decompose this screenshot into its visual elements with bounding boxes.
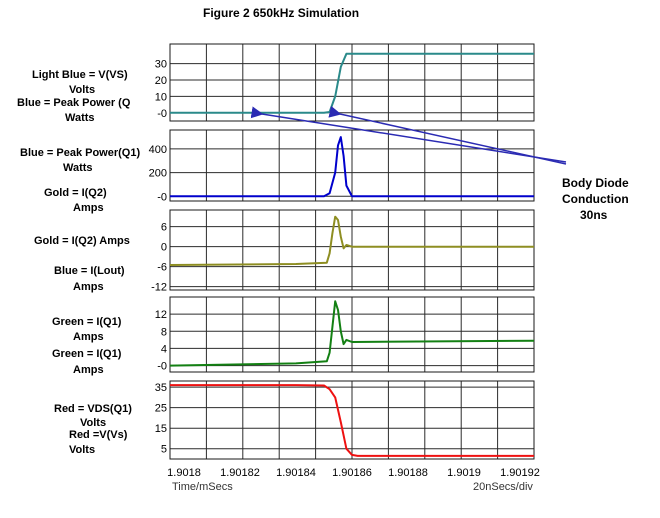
y-tick-label: -0 (157, 361, 167, 373)
label-peak-power-q1: Blue = Peak Power(Q1) (20, 147, 141, 159)
label-peak-power-partial: Blue = Peak Power (Q (17, 97, 131, 109)
label-vvs-unit: Volts (69, 84, 96, 96)
series-line-v-vs- (170, 52, 534, 114)
series-line-peak-power-q1- (170, 136, 534, 198)
chart-panel-5: 5 15 25 35 1.9018 1.90182 1.90184 1.90186 1.9018… (155, 380, 540, 479)
chart-panel-4: -0 4 8 12 (155, 296, 535, 373)
chart-panel-2: -0 200 400 (149, 129, 535, 203)
y-tick-label: 5 (161, 444, 167, 456)
y-tick-label: 12 (155, 309, 167, 321)
y-tick-label: 15 (155, 423, 167, 435)
y-tick-label: 8 (161, 326, 167, 338)
plot-frame (169, 380, 535, 460)
y-tick-label: 4 (161, 343, 167, 355)
y-tick-label: -0 (157, 108, 167, 120)
x-axis-label: Time/mSecs (172, 481, 233, 493)
plot-frame (169, 43, 535, 122)
chart-panel-3: -12 -6 0 6 (151, 209, 535, 294)
y-tick-label: 0 (161, 242, 167, 254)
y-tick-label: -6 (157, 262, 167, 274)
label-vds-q1-unit: Volts (80, 417, 107, 429)
y-tick-label: 400 (149, 144, 167, 156)
label-peak-power-partial-unit: Watts (65, 112, 95, 124)
label-ilout: Blue = I(Lout) (54, 265, 125, 277)
x-tick-label: 1.9019 (447, 467, 481, 479)
label-vds-q1: Red = VDS(Q1) (54, 403, 132, 415)
label-iq1-a-unit: Amps (73, 331, 104, 343)
y-tick-label: 10 (155, 91, 167, 103)
label-iq1-b-unit: Amps (73, 364, 104, 376)
plot-frame (169, 209, 535, 291)
label-vvs-red: Red =V(Vs) (69, 429, 128, 441)
annotation-arrow-start (250, 106, 567, 163)
y-tick-label: -12 (151, 282, 167, 294)
x-tick-label: 1.90188 (388, 467, 428, 479)
x-tick-label: 1.90184 (276, 467, 316, 479)
annotation-arrow-end (328, 105, 567, 165)
annotation-line-3: 30ns (580, 208, 608, 222)
x-tick-label: 1.90186 (332, 467, 372, 479)
label-vvs-red-unit: Volts (69, 444, 96, 456)
label-iq1-a: Green = I(Q1) (52, 316, 122, 328)
y-tick-label: 20 (155, 75, 167, 87)
label-iq2: Gold = I(Q2) (44, 187, 107, 199)
label-iq2-unit: Amps (73, 202, 104, 214)
y-tick-label: 35 (155, 382, 167, 394)
plot-frame (169, 129, 535, 202)
plot-frame (169, 296, 535, 373)
figure-title: Figure 2 650kHz Simulation (203, 6, 360, 20)
y-tick-label: 25 (155, 403, 167, 415)
annotation-line-1: Body Diode (562, 176, 629, 190)
series-line-vds-q1- (170, 384, 534, 457)
x-tick-label: 1.90192 (500, 467, 540, 479)
series-line-i-q2- (169, 215, 534, 266)
label-peak-power-q1-unit: Watts (63, 162, 93, 174)
y-tick-label: -0 (157, 191, 167, 203)
y-tick-label: 6 (161, 222, 167, 234)
annotation-line-2: Conduction (562, 192, 629, 206)
x-tick-label: 1.90182 (220, 467, 260, 479)
label-ilout-unit: Amps (73, 281, 104, 293)
label-iq2-amps: Gold = I(Q2) Amps (34, 235, 130, 247)
series-line-i-q1- (169, 300, 535, 367)
body-diode-annotation-arrows (250, 105, 567, 165)
y-tick-label: 30 (155, 59, 167, 71)
time-per-division: 20nSecs/div (473, 481, 533, 493)
y-tick-label: 200 (149, 168, 167, 180)
chart-panel-1: -0 10 20 30 (155, 43, 535, 122)
x-tick-label: 1.9018 (167, 467, 201, 479)
label-iq1-b: Green = I(Q1) (52, 348, 122, 360)
label-vvs: Light Blue = V(VS) (32, 69, 128, 81)
